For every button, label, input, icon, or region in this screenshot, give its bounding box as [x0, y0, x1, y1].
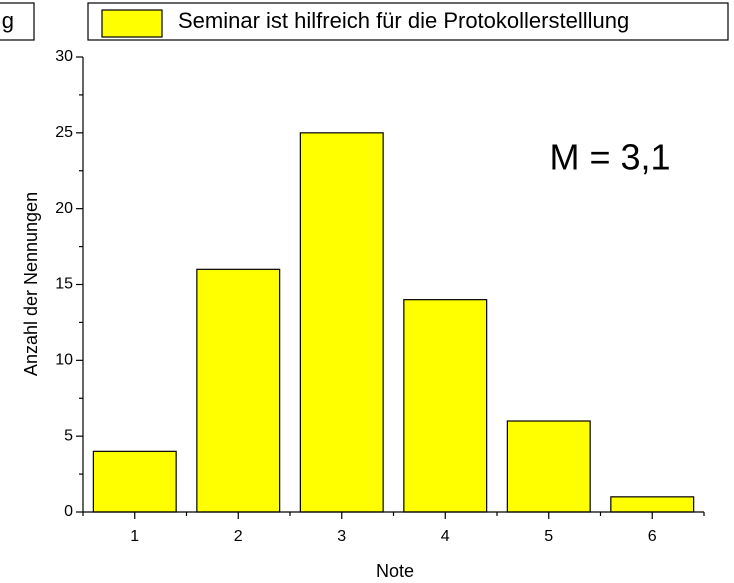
partial-legend-box — [0, 2, 35, 41]
legend-label: Seminar ist hilfreich für die Protokolle… — [178, 8, 629, 33]
x-tick-label: 2 — [234, 528, 243, 545]
y-tick-label: 30 — [55, 48, 73, 65]
bar — [92, 450, 177, 513]
x-tick-label: 4 — [441, 528, 450, 545]
y-tick-label: 0 — [64, 503, 73, 520]
y-tick-label: 20 — [55, 200, 73, 217]
x-tick-label: 5 — [544, 528, 553, 545]
x-tick-label: 3 — [337, 528, 346, 545]
legend-swatch — [101, 9, 163, 38]
partial-label: g — [2, 8, 14, 33]
y-tick-label: 15 — [55, 276, 73, 293]
x-tick-label: 1 — [130, 528, 139, 545]
y-tick-label: 25 — [55, 124, 73, 141]
bar — [403, 299, 488, 513]
bar — [506, 420, 591, 513]
bar — [610, 496, 695, 513]
annotation: M = 3,1 — [549, 137, 670, 178]
y-tick-label: 5 — [64, 427, 73, 444]
y-axis-label: Anzahl der Nennungen — [21, 192, 41, 376]
x-axis-label: Note — [376, 561, 414, 581]
bar — [299, 132, 384, 513]
x-tick-label: 6 — [648, 528, 657, 545]
y-tick-label: 10 — [55, 352, 73, 369]
bar — [196, 268, 281, 513]
legend-box — [87, 2, 729, 41]
